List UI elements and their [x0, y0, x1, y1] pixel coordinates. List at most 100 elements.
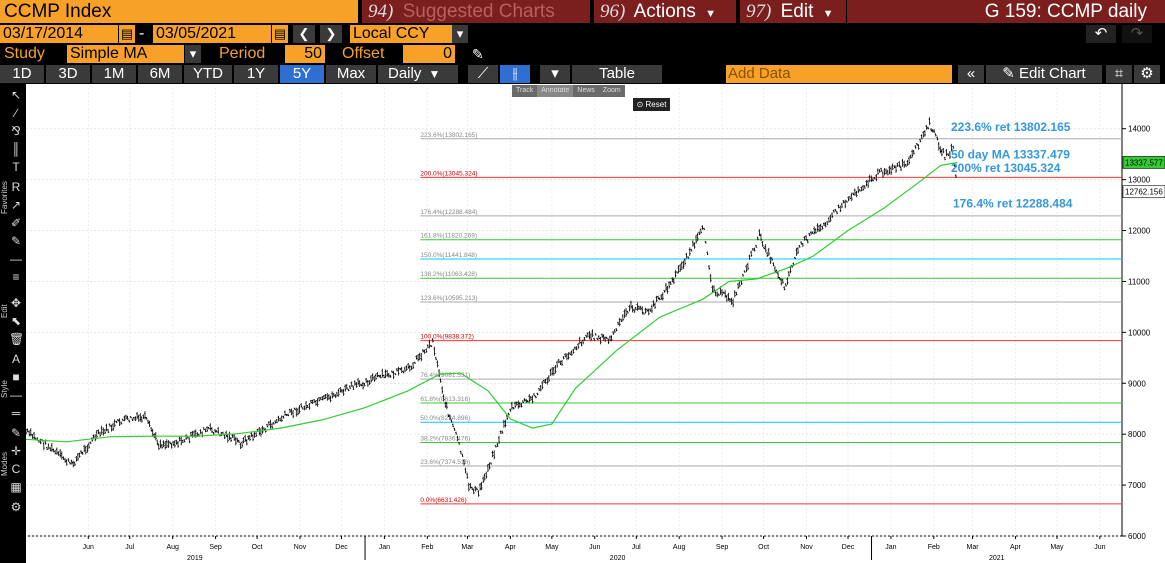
- trash-icon[interactable]: 🗑: [9, 332, 25, 346]
- fib-level-label: 100.0%(9838.372): [420, 334, 474, 341]
- x-tick-label: Apr: [1010, 544, 1022, 551]
- annotate-button[interactable]: Annotate: [537, 85, 574, 97]
- range-5y-button[interactable]: 5Y: [280, 65, 324, 83]
- fibonacci-icon[interactable]: ⅋: [11, 124, 21, 138]
- fib-level-label: 123.6%(10595.213): [420, 295, 477, 302]
- actions-number: 96): [600, 1, 626, 22]
- range-3d-button[interactable]: 3D: [46, 65, 90, 83]
- bar-chart-icon[interactable]: ⫲: [500, 65, 530, 83]
- study-select[interactable]: Simple MA: [67, 45, 184, 63]
- range-1m-button[interactable]: 1M: [92, 65, 136, 83]
- chevron-right-icon[interactable]: ❯: [320, 25, 342, 43]
- currency-select[interactable]: Local CCY: [350, 25, 452, 43]
- y-tick-label: 6000: [1128, 532, 1146, 541]
- line-style-icon[interactable]: —: [10, 388, 22, 402]
- actions-menu[interactable]: 96) Actions ▼: [594, 0, 736, 23]
- edit-menu[interactable]: 97) Edit ▼: [740, 0, 846, 23]
- chart-edit-icon[interactable]: ⌗: [1106, 65, 1132, 83]
- text-style-icon[interactable]: A: [11, 352, 20, 366]
- line-tool-icon[interactable]: ∕: [14, 106, 17, 120]
- period-label: Period: [219, 45, 266, 62]
- range-tool-icon[interactable]: R: [11, 180, 21, 194]
- chart-annotation: 223.6% ret 13802.165: [951, 120, 1071, 134]
- tool-t-icon[interactable]: T: [12, 160, 20, 174]
- gear-icon[interactable]: ⚙: [10, 500, 22, 514]
- fib-level-label: 138.2%(11063.428): [420, 271, 477, 278]
- trend-icon[interactable]: ↗: [10, 198, 22, 212]
- fill-icon[interactable]: ■: [12, 370, 20, 384]
- select-icon[interactable]: ⬉: [10, 314, 22, 328]
- x-axis-background: [26, 537, 1122, 563]
- ticker-field[interactable]: CCMP Index: [0, 0, 358, 23]
- price-chart[interactable]: 6000 7000 8000 9000 10000 11000 12000 13000 1400…: [26, 84, 1165, 563]
- actions-label: Actions: [633, 1, 696, 22]
- horizontal-line-icon[interactable]: —: [10, 252, 22, 266]
- suggested-charts-menu[interactable]: 94) Suggested Charts: [362, 0, 590, 23]
- pen-icon[interactable]: ✐: [10, 216, 22, 230]
- suggested-charts-number: 94): [368, 1, 394, 22]
- track-button[interactable]: Track: [516, 87, 534, 94]
- x-tick-label: Mar: [967, 544, 980, 551]
- undo-icon[interactable]: ↶: [1086, 25, 1116, 43]
- range-1y-button[interactable]: 1Y: [234, 65, 278, 83]
- frequency-label: Daily: [388, 65, 422, 82]
- range-max-button[interactable]: Max: [326, 65, 376, 83]
- period-input[interactable]: 50: [285, 45, 325, 63]
- redo-icon[interactable]: ↷: [1122, 25, 1152, 43]
- reset-button[interactable]: ⊙ Reset: [633, 98, 670, 111]
- chevron-left-icon[interactable]: ❮: [293, 25, 315, 43]
- news-button[interactable]: News: [577, 87, 595, 94]
- zoom-button[interactable]: Zoom: [602, 87, 621, 94]
- chart-annotation: 200% ret 13045.324: [951, 161, 1061, 175]
- chart-annotation: 176.4% ret 12288.484: [953, 197, 1073, 211]
- x-tick-label: Apr: [505, 544, 517, 551]
- year-label: 2020: [610, 555, 626, 562]
- fib-level-label: 223.6%(13802.165): [420, 132, 477, 139]
- start-date-field[interactable]: 03/17/2014: [0, 25, 118, 43]
- study-label: Study: [4, 45, 45, 62]
- pencil-icon[interactable]: ✎: [472, 46, 484, 62]
- bar-tool-icon[interactable]: ║: [11, 142, 21, 156]
- crosshair-icon[interactable]: ✛: [10, 444, 22, 458]
- line-chart-icon[interactable]: ⟋: [468, 65, 498, 83]
- x-tick-label: Feb: [928, 544, 940, 551]
- chevron-down-icon[interactable]: ▾: [185, 45, 201, 63]
- move-icon[interactable]: ✥: [10, 296, 22, 310]
- gear-icon[interactable]: ⚙: [1134, 65, 1160, 83]
- y-tick-label: 7000: [1128, 481, 1146, 490]
- x-tick-label: May: [1050, 544, 1064, 551]
- range-ytd-button[interactable]: YTD: [184, 65, 232, 83]
- offset-input[interactable]: 0: [403, 45, 455, 63]
- axis-value-tag: [1122, 185, 1165, 199]
- fan-icon[interactable]: ≡: [12, 270, 20, 284]
- study-bar: Study Simple MA ▾ Period 50 Offset 0 ✎: [0, 44, 1165, 64]
- pencil-mode-icon[interactable]: ✎: [10, 426, 22, 440]
- frequency-select[interactable]: Daily ▼: [378, 65, 458, 83]
- collapse-left-icon[interactable]: «: [958, 65, 984, 83]
- calendar-icon[interactable]: ▤: [119, 25, 135, 43]
- brush-icon[interactable]: ✎: [10, 234, 22, 248]
- x-tick-label: Sep: [209, 544, 222, 551]
- x-tick-label: Mar: [461, 544, 474, 551]
- fib-level-label: 23.6%(7374.516): [420, 459, 470, 466]
- y-tick-label: 10000: [1128, 328, 1151, 337]
- chevron-down-icon[interactable]: ▾: [540, 65, 570, 83]
- chart-area[interactable]: 6000 7000 8000 9000 10000 11000 12000 13000 1400…: [26, 84, 1165, 563]
- fib-level-label: 200.0%(13045.324): [420, 170, 477, 177]
- fib-level-label: 61.8%(8613.316): [420, 396, 470, 403]
- range-toolbar: 1D 3D 1M 6M YTD 1Y 5Y Max Daily ▼ ⟋ ⫲ ▾ …: [0, 64, 1165, 84]
- grid-mode-icon[interactable]: ▦: [10, 480, 22, 494]
- width-icon[interactable]: ═: [11, 406, 21, 420]
- add-data-input[interactable]: Add Data: [726, 65, 952, 83]
- end-date-field[interactable]: 03/05/2021: [153, 25, 271, 43]
- fib-level-label: 50.0%(8234.896): [420, 415, 470, 422]
- range-6m-button[interactable]: 6M: [138, 65, 182, 83]
- c-mode-icon[interactable]: C: [11, 462, 21, 476]
- edit-chart-button[interactable]: ✎ Edit Chart: [986, 65, 1102, 83]
- calendar-icon[interactable]: ▤: [272, 25, 288, 43]
- chevron-down-icon[interactable]: ▾: [452, 25, 468, 43]
- x-tick-label: Jan: [379, 544, 390, 551]
- cursor-icon[interactable]: ↖: [10, 88, 22, 102]
- range-1d-button[interactable]: 1D: [0, 65, 44, 83]
- table-button[interactable]: Table: [572, 65, 662, 83]
